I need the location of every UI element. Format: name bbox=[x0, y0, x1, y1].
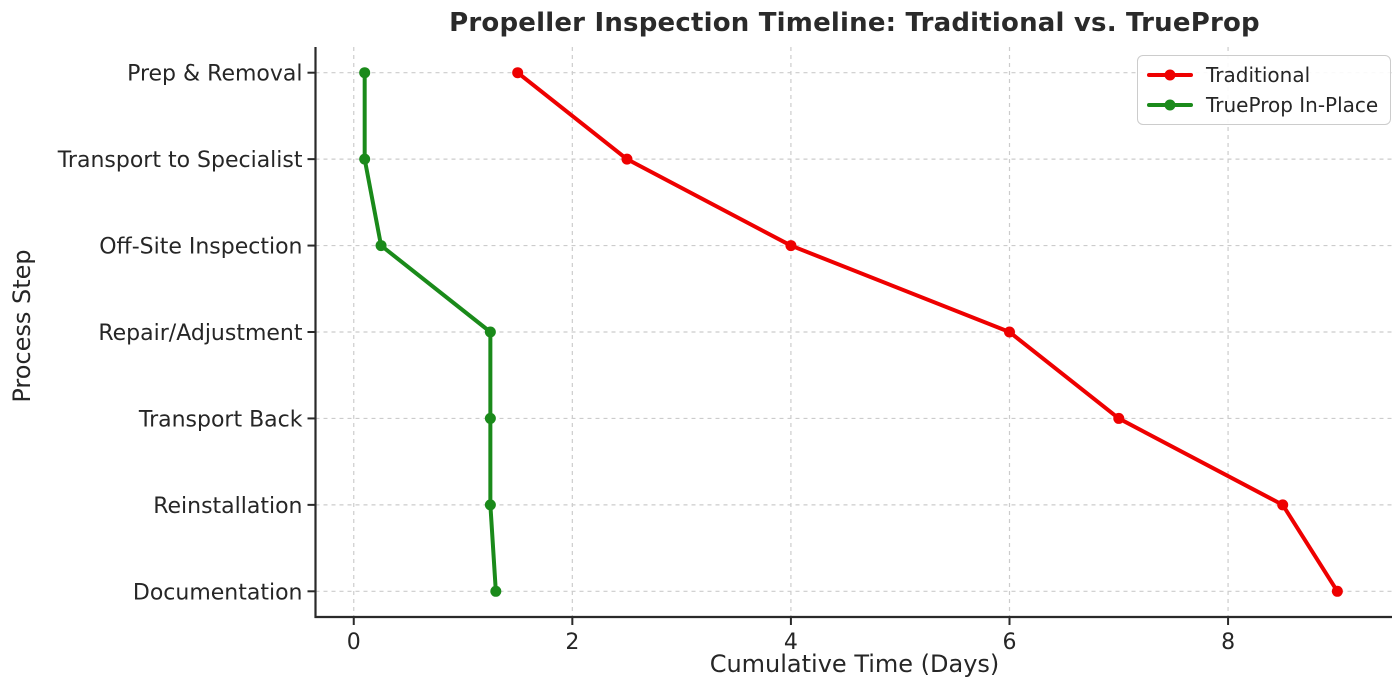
y-tick-label: Reinstallation bbox=[153, 494, 302, 519]
x-tick-label: 6 bbox=[1002, 630, 1016, 655]
y-axis-label: Process Step bbox=[8, 249, 36, 403]
y-tick-label: Repair/Adjustment bbox=[98, 321, 303, 346]
y-tick-label: Prep & Removal bbox=[127, 62, 302, 87]
x-tick-label: 2 bbox=[565, 630, 579, 655]
chart-title: Propeller Inspection Timeline: Tradition… bbox=[449, 8, 1260, 38]
legend-label-traditional: Traditional bbox=[1206, 63, 1311, 87]
y-tick-label: Transport Back bbox=[138, 407, 303, 432]
data-point-series-1 bbox=[484, 499, 496, 511]
legend-label-trueprop: TrueProp In-Place bbox=[1206, 93, 1379, 117]
data-point-series-0 bbox=[1003, 326, 1015, 338]
data-point-series-0 bbox=[621, 153, 633, 165]
data-point-series-0 bbox=[512, 67, 524, 79]
legend: Traditional TrueProp In-Place bbox=[1137, 55, 1392, 125]
data-point-series-1 bbox=[484, 326, 496, 338]
x-tick-label: 0 bbox=[347, 630, 361, 655]
y-tick-label: Documentation bbox=[133, 580, 303, 605]
x-tick-label: 8 bbox=[1221, 630, 1235, 655]
data-point-series-0 bbox=[1113, 412, 1125, 424]
x-axis-label: Cumulative Time (Days) bbox=[709, 650, 1000, 678]
legend-swatch-trueprop-icon bbox=[1147, 99, 1193, 111]
data-point-series-1 bbox=[490, 585, 502, 597]
y-tick-label: Transport to Specialist bbox=[57, 148, 303, 173]
data-point-series-1 bbox=[359, 67, 371, 79]
data-point-series-0 bbox=[785, 240, 797, 252]
data-point-series-0 bbox=[1331, 585, 1343, 597]
data-point-series-0 bbox=[1277, 499, 1289, 511]
data-point-series-1 bbox=[484, 412, 496, 424]
y-tick-label: Off-Site Inspection bbox=[99, 235, 302, 260]
legend-item-trueprop: TrueProp In-Place bbox=[1146, 93, 1378, 117]
legend-item-traditional: Traditional bbox=[1146, 63, 1378, 87]
x-tick-label: 4 bbox=[784, 630, 798, 655]
legend-swatch-traditional-icon bbox=[1147, 69, 1193, 81]
data-point-series-1 bbox=[375, 240, 387, 252]
data-point-series-1 bbox=[359, 153, 371, 165]
